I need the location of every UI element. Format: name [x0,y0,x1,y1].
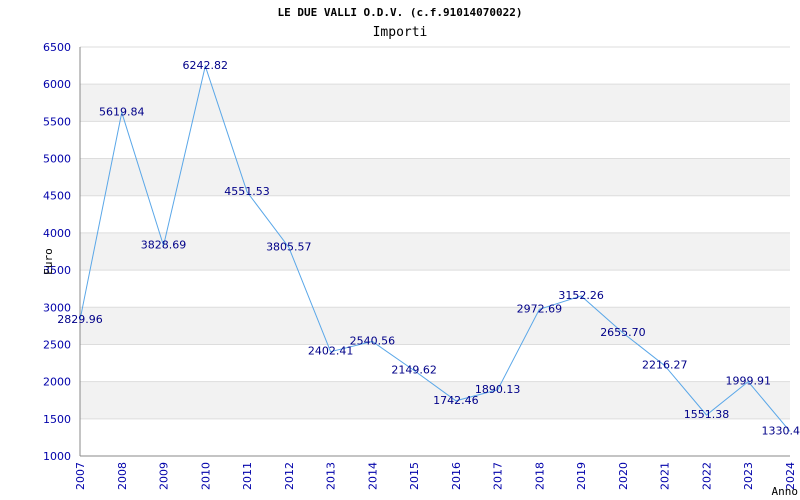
y-tick-label: 5500 [43,115,71,128]
data-label: 2829.96 [57,313,103,326]
grid-band [80,158,790,196]
data-label: 6242.82 [183,59,229,72]
x-tick-label: 2023 [742,462,755,490]
x-tick-label: 2014 [366,462,379,490]
data-label: 2216.27 [642,359,688,372]
data-label: 2655.70 [600,326,646,339]
y-axis-label: Euro [42,248,55,275]
y-tick-label: 1000 [43,450,71,463]
data-label: 2972.69 [517,302,563,315]
data-label: 1742.46 [433,394,479,407]
y-tick-label: 6000 [43,78,71,91]
data-label: 1330.4 [762,424,800,437]
x-tick-label: 2018 [533,462,546,490]
x-tick-label: 2017 [492,462,505,490]
series-line [79,64,791,432]
axes [79,47,790,457]
x-axis-label: Anno [772,485,799,498]
y-tick-label: 3000 [43,301,71,314]
data-label: 3828.69 [141,239,187,252]
data-label: 2402.41 [308,345,354,358]
y-tick-label: 2500 [43,338,71,351]
x-tick-label: 2022 [700,462,713,490]
y-tick-label: 5000 [43,153,71,166]
y-tick-label: 1500 [43,413,71,426]
x-tick-label: 2009 [158,462,171,490]
grid-band [80,381,790,419]
x-tick-label: 2007 [74,462,87,490]
x-tick-label: 2024 [784,462,797,490]
data-label: 1999.91 [725,375,771,388]
data-label: 4551.53 [224,185,270,198]
grid-bands [80,46,790,457]
x-tick-label: 2012 [283,462,296,490]
x-tick-label: 2013 [325,462,338,490]
data-label: 1551.38 [684,408,730,421]
chart-title: LE DUE VALLI O.D.V. (c.f.91014070022) [277,6,523,19]
data-labels: 2829.96 5619.84 3828.69 6242.82 4551.53 3805.… [57,59,800,437]
x-tick-label: 2020 [617,462,630,490]
data-label: 2149.62 [391,364,437,377]
grid-band [80,84,790,122]
y-tick-label: 4000 [43,227,71,240]
data-label: 3152.26 [558,289,604,302]
x-tick-labels: 2007 2008 2009 2010 2011 2012 2013 2014 2015 2016… [74,462,797,490]
x-tick-label: 2019 [575,462,588,490]
data-label: 1890.13 [475,383,521,396]
x-tick-label: 2008 [116,462,129,490]
x-tick-label: 2016 [450,462,463,490]
y-tick-label: 3500 [43,264,71,277]
grid-band [80,307,790,345]
y-tick-labels: 1000 1500 2000 2500 3000 3500 4000 4500 5000 5500… [43,41,71,463]
series-line-group [79,64,791,432]
x-tick-label: 2015 [408,462,421,490]
data-label: 3805.57 [266,240,312,253]
grid-band [80,232,790,271]
y-tick-label: 4500 [43,190,71,203]
x-tick-label: 2010 [199,462,212,490]
data-label: 2540.56 [350,334,396,347]
x-tick-label: 2021 [659,462,672,490]
chart-subtitle: Importi [372,25,428,40]
data-label: 5619.84 [99,105,145,118]
x-tick-label: 2011 [241,462,254,490]
y-tick-label: 6500 [43,41,71,54]
y-tick-label: 2000 [43,376,71,389]
